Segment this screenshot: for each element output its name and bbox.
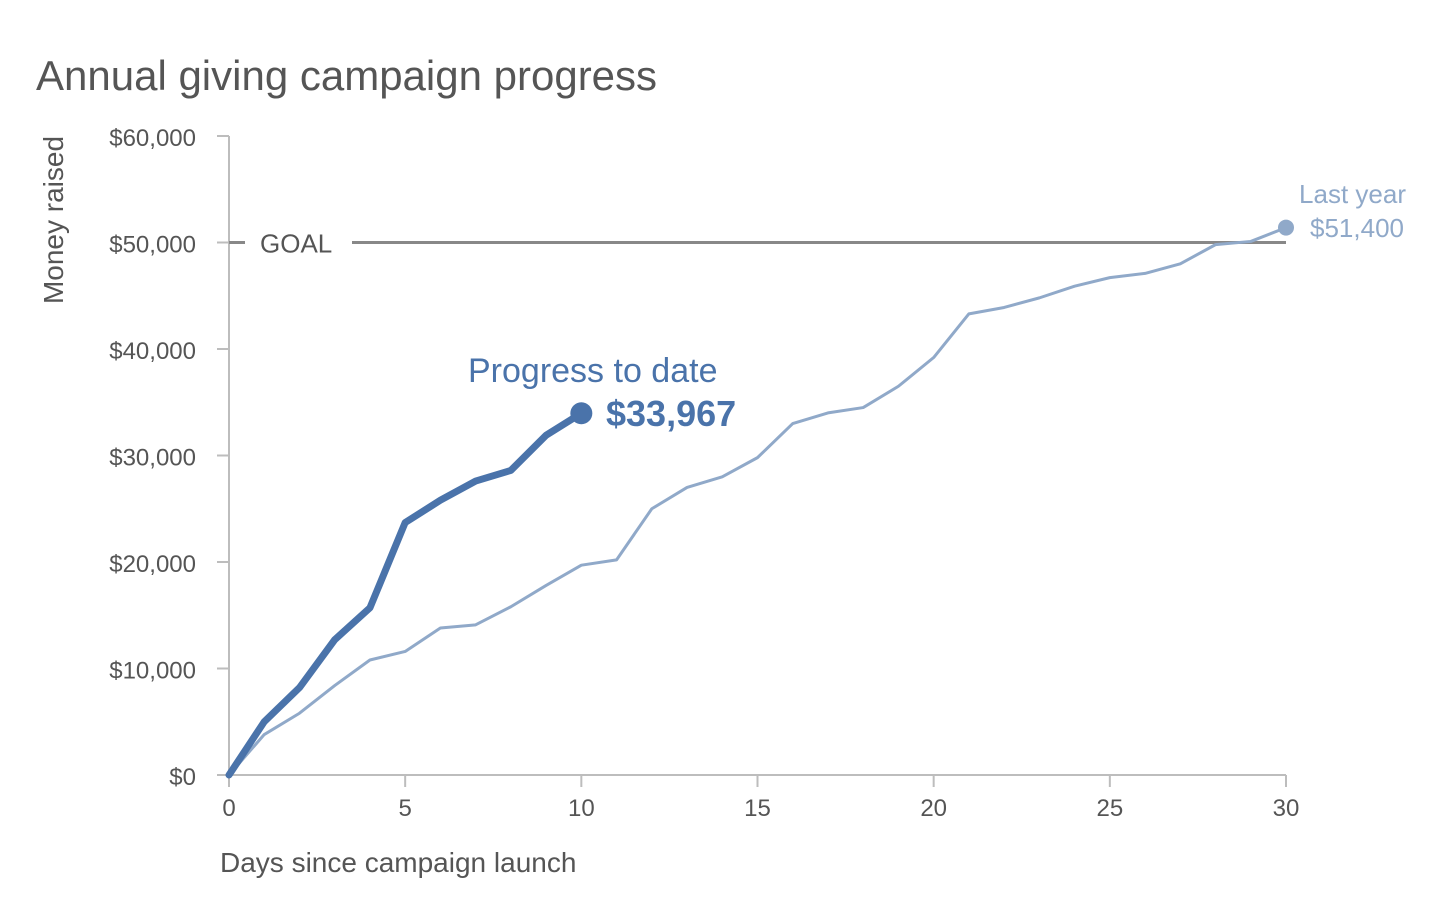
progress-to-date-value: $33,967: [606, 393, 736, 434]
y-tick-label: $0: [169, 764, 196, 791]
series-layer: [225, 219, 1294, 779]
goal-label: GOAL: [260, 229, 332, 259]
goal-layer: GOAL: [229, 229, 1286, 259]
chart-title: Annual giving campaign progress: [36, 52, 657, 99]
series-line-last-year: [227, 226, 1288, 777]
x-tick-label: 10: [568, 795, 595, 822]
last-year-value: $51,400: [1310, 213, 1404, 243]
progress-to-date-label: Progress to date: [468, 352, 717, 390]
y-tick-label: $60,000: [109, 125, 196, 152]
x-tick-label: 30: [1273, 795, 1300, 822]
x-tick-label: 0: [222, 795, 235, 822]
y-tick-label: $10,000: [109, 658, 196, 685]
y-tick-label: $30,000: [109, 445, 196, 472]
x-tick-label: 15: [744, 795, 771, 822]
x-axis-label: Days since campaign launch: [220, 847, 576, 878]
x-tick-label: 5: [398, 795, 411, 822]
x-tick-label: 25: [1096, 795, 1123, 822]
axes: $0 $10,000 $20,000 $30,000 $40,000 $50,000 $60…: [109, 125, 1299, 822]
labels-layer: Last year $51,400 Progress to date$33,967: [468, 179, 1406, 434]
last-year-label: Last year: [1299, 179, 1406, 209]
y-axis-label: Money raised: [38, 136, 69, 304]
y-tick-label: $40,000: [109, 338, 196, 365]
x-tick-label: 20: [920, 795, 947, 822]
endpoint-progress-to-date: [570, 402, 593, 425]
series-line-progress-to-date: [225, 409, 585, 779]
y-tick-label: $50,000: [109, 232, 196, 259]
y-tick-label: $20,000: [109, 551, 196, 578]
endpoint-last-year: [1278, 219, 1294, 236]
